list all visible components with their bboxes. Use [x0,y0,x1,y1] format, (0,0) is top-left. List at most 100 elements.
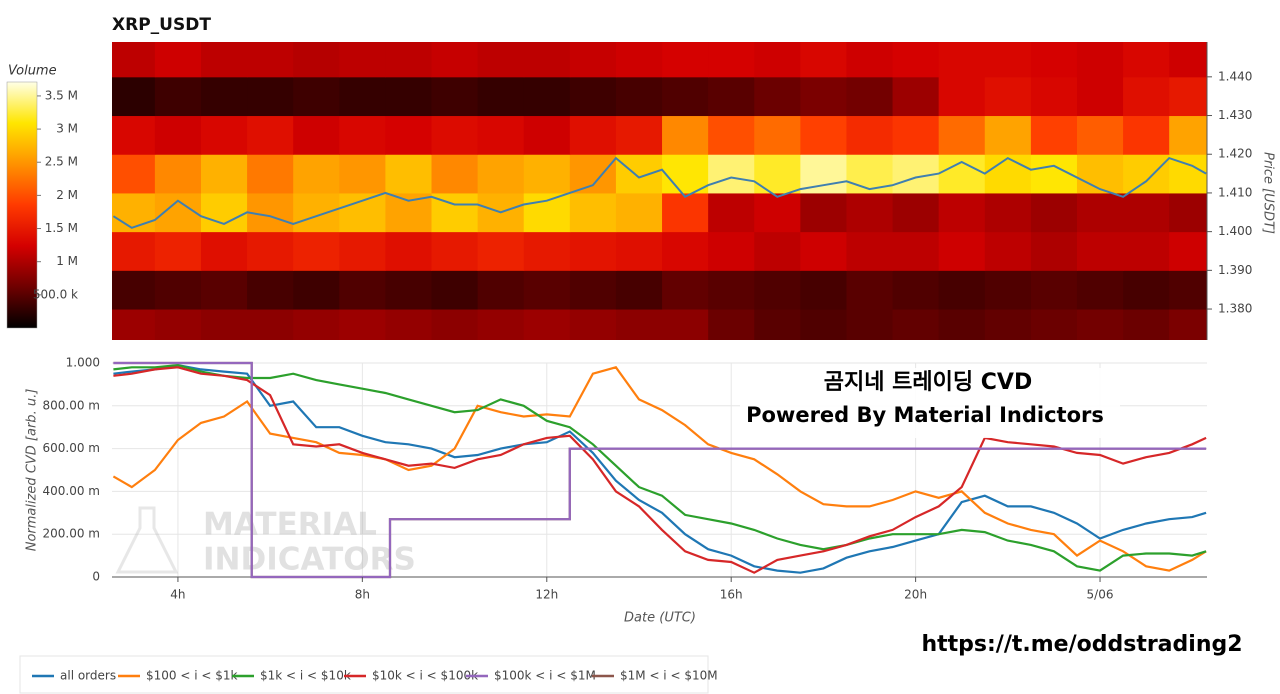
heat-cell [846,42,894,78]
heat-cell [892,115,940,155]
heat-cell [569,309,617,340]
heat-cell [662,154,709,194]
watermark-text: MATERIAL [203,507,377,543]
heat-cell [154,231,202,271]
colorbar-tick-label: 2 M [56,188,78,202]
heat-cell [339,42,386,78]
heat-cell [477,76,525,117]
heat-cell [569,115,617,155]
heat-cell [1123,192,1170,233]
heat-cell [154,42,202,78]
heat-cell [662,76,709,117]
heat-cell [662,115,709,155]
y-tick-label: 200.00 m [43,527,101,541]
heat-cell [569,192,617,233]
heat-cell [200,192,248,233]
heat-cell [662,192,709,233]
heat-cell [477,309,525,340]
heat-cell [800,42,847,78]
heat-cell [112,192,156,233]
heat-cell [431,76,479,117]
heat-cell [385,115,433,155]
heat-cell [431,42,479,78]
heat-cell [800,115,847,155]
heat-cell [615,154,663,194]
legend-label: $100 < i < $1k [146,669,238,683]
y-tick-label: 800.00 m [43,398,101,412]
heat-cell [662,231,709,271]
y-tick-label: 600.00 m [43,441,101,455]
heat-cell [569,270,617,310]
heat-cell [1123,115,1170,155]
heat-cell [754,270,801,310]
cvd-line [113,366,1207,574]
heat-cell [1030,270,1078,310]
annotation: 곰지네 트레이딩 CVD [824,370,1032,395]
cvd-line [113,363,1207,574]
price-line [112,156,1207,229]
heat-cell [984,76,1032,117]
heat-cell [1030,192,1078,233]
heat-cell [1076,270,1124,310]
heat-cell [1169,309,1207,340]
heat-cell [247,270,294,310]
heat-cell [293,115,340,155]
heat-cell [800,270,847,310]
heat-cell [615,309,663,340]
x-tick-label: 4h [170,588,185,602]
heat-cell [293,309,340,340]
heat-cell [112,231,156,271]
heat-cell [154,115,202,155]
heatmap [112,42,1207,340]
y2-tick-label: 1.400 [1218,224,1252,238]
heat-cell [293,192,340,233]
heat-cell [1169,76,1207,117]
heat-cell [615,76,663,117]
heat-cell [431,309,479,340]
heat-cell [200,76,248,117]
watermark: MATERIAL INDICATORS [115,506,416,578]
heat-cell [938,270,986,310]
heat-cell [1076,154,1124,194]
legend [19,655,709,694]
annotation-box [740,368,1120,438]
heat-cell [569,154,617,194]
heat-cell [385,76,433,117]
heat-cell [615,115,663,155]
heat-cell [431,231,479,271]
heat-cell [569,76,617,117]
heat-cell [247,309,294,340]
heat-cell [846,309,894,340]
heat-cell [1123,42,1170,78]
heat-cell [523,270,571,310]
heat-cell [708,42,755,78]
heat-cell [339,154,386,194]
heat-cell [339,270,386,310]
heat-cell [247,115,294,155]
heat-cell [984,270,1032,310]
y-tick-label: 400.00 m [43,484,101,498]
x-tick-label: 20h [904,588,927,602]
heat-cell [112,309,156,340]
heat-cell [708,154,755,194]
y-tick-label: 1.000 [66,356,100,370]
heat-cell [1030,231,1078,271]
heat-cell [662,42,709,78]
heat-cell [800,309,847,340]
heat-cell [154,270,202,310]
heat-cell [754,192,801,233]
heat-cell [1169,231,1207,271]
y2-tick-label: 1.380 [1218,302,1252,316]
heat-cell [1076,76,1124,117]
heat-cell [477,154,525,194]
heat-cell [523,309,571,340]
heat-cell [112,42,156,78]
heat-cell [523,154,571,194]
heat-cell [938,115,986,155]
heat-cell [431,154,479,194]
heat-cell [339,115,386,155]
heat-cell [708,76,755,117]
heat-cell [1076,231,1124,271]
legend-label: $1M < i < $10M [620,669,718,683]
